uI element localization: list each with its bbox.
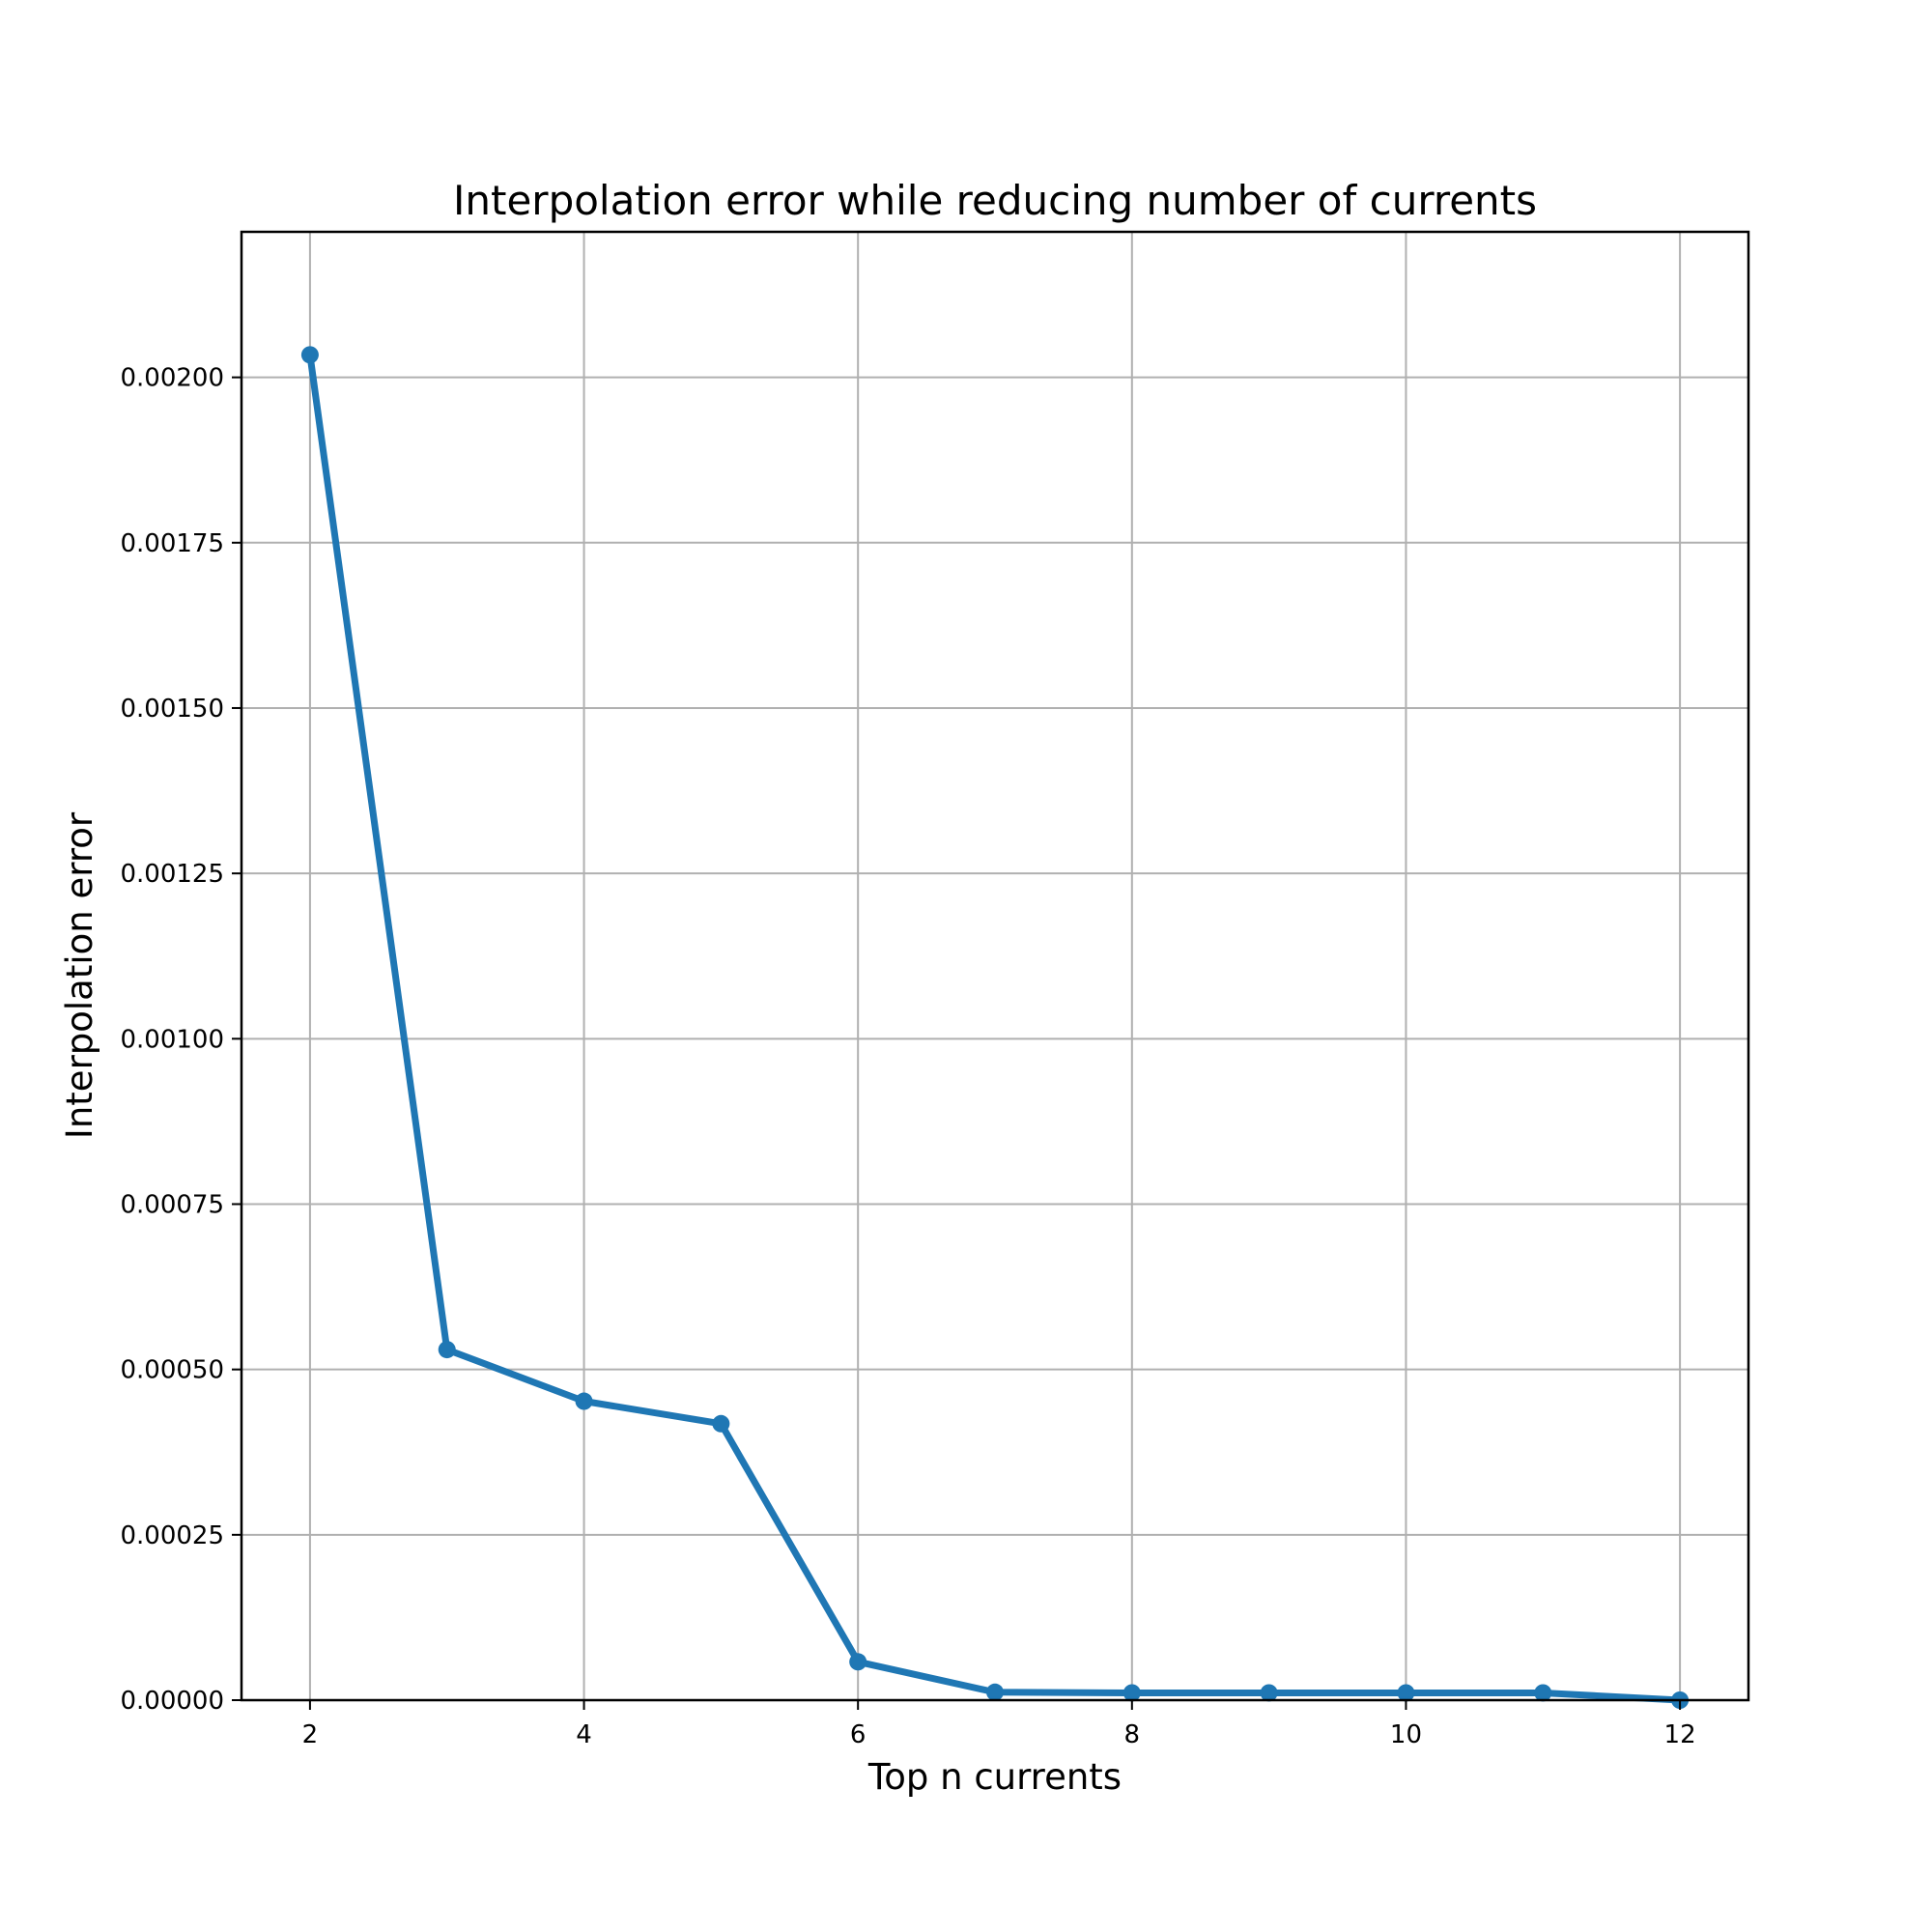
y-axis-label: Interpolation error: [59, 811, 100, 1139]
data-point: [575, 1392, 593, 1410]
x-tick-label: 10: [1390, 1720, 1422, 1749]
x-tick-label: 2: [302, 1720, 319, 1749]
y-tick-label: 0.00050: [120, 1356, 224, 1385]
data-point: [1534, 1684, 1552, 1702]
data-point: [986, 1683, 1004, 1701]
data-point: [712, 1414, 730, 1433]
data-point: [1260, 1684, 1278, 1702]
data-point: [300, 346, 319, 364]
y-tick-label: 0.00200: [120, 364, 224, 393]
x-tick-label: 8: [1124, 1720, 1141, 1749]
data-point: [1397, 1684, 1415, 1702]
y-tick-label: 0.00175: [120, 529, 224, 558]
grid: [242, 232, 1748, 1701]
y-tick-label: 0.00100: [120, 1025, 224, 1054]
y-tick-label: 0.00125: [120, 860, 224, 889]
series-layer: [300, 346, 1690, 1709]
y-tick-label: 0.00025: [120, 1521, 224, 1550]
plot-frame: [240, 230, 1750, 1702]
x-tick-label: 12: [1664, 1720, 1696, 1749]
y-tick-label: 0.00075: [120, 1190, 224, 1219]
x-tick-label: 4: [576, 1720, 592, 1749]
data-point: [1122, 1684, 1141, 1702]
axis-ticks: 2 4 6 8 10 12 0.00000 0.00025 0.00050 0.00075 0.00…: [120, 364, 1695, 1749]
x-axis-label: Top n currents: [867, 1756, 1122, 1798]
data-point: [438, 1341, 456, 1359]
x-tick-label: 6: [850, 1720, 867, 1749]
y-tick-label: 0.00150: [120, 695, 224, 724]
series-line: [306, 351, 1684, 1704]
data-point: [849, 1653, 867, 1671]
chart-title: Interpolation error while reducing numbe…: [453, 177, 1537, 224]
y-tick-label: 0.00000: [120, 1687, 224, 1716]
